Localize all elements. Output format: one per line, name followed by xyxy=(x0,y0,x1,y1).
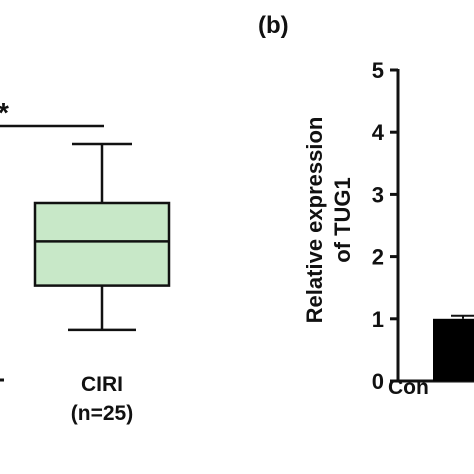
y-tick-label-3: 3 xyxy=(372,182,384,207)
bar-chart-panel: (b) Relative expression of TUG1 0 1 2 3 4 5 C… xyxy=(258,12,474,399)
x-category-con: Con xyxy=(388,376,429,399)
y-axis-label-line1: Relative expression xyxy=(302,117,327,324)
y-axis-label-line2: of TUG1 xyxy=(330,177,355,263)
panel-label-b: (b) xyxy=(258,12,289,39)
significance-star: * xyxy=(0,97,9,128)
y-tick-label-5: 5 xyxy=(372,58,384,83)
bar-con xyxy=(433,318,474,381)
y-tick-label-2: 2 xyxy=(372,245,384,270)
y-tick-label-1: 1 xyxy=(372,307,384,332)
box-ciri xyxy=(33,142,171,332)
bars xyxy=(433,314,474,381)
x-subcategory-label: (n=25) xyxy=(71,402,133,425)
box-iqr xyxy=(33,201,171,287)
y-tick-label-0: 0 xyxy=(372,369,384,394)
y-tick-label-4: 4 xyxy=(372,120,385,145)
x-category-label: CIRI xyxy=(81,373,123,396)
y-axis: 0 1 2 3 4 5 xyxy=(372,58,474,394)
box-plot-panel: * CIRI (n=25) xyxy=(0,97,171,425)
